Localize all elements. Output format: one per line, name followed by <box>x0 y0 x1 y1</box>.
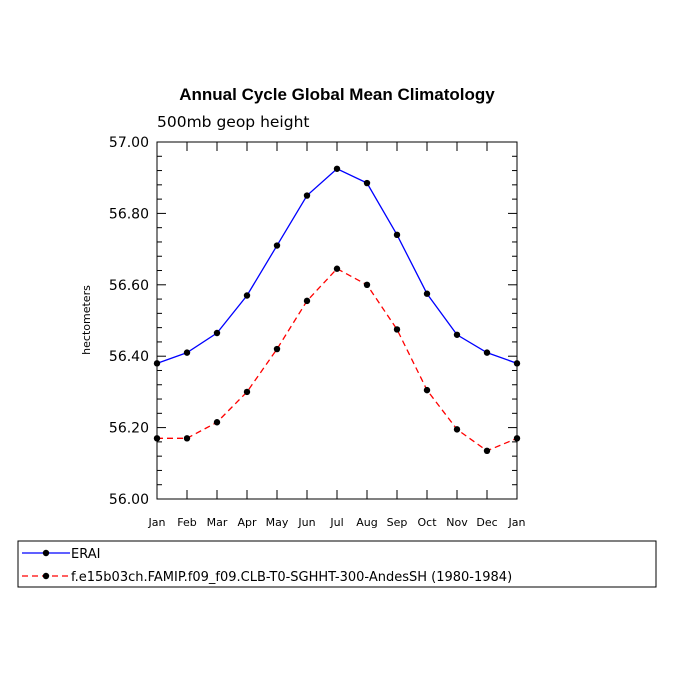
data-point <box>183 349 191 356</box>
data-point <box>183 435 191 442</box>
chart-subtitle: 500mb geop height <box>157 113 309 131</box>
y-tick-label: 56.60 <box>109 278 149 294</box>
plot-frame <box>156 141 518 500</box>
legend-label: ERAI <box>71 547 100 562</box>
data-point <box>513 435 521 442</box>
y-tick-label: 57.00 <box>109 135 149 151</box>
x-tick-label: Apr <box>237 516 257 529</box>
data-point <box>303 297 311 305</box>
data-point <box>243 292 251 299</box>
x-tick-label: Aug <box>356 516 377 529</box>
data-point <box>363 179 371 187</box>
x-tick-label: Jan <box>508 516 526 529</box>
legend: ERAI f.e15b03ch.FAMIP.f09_f09.CLB-T0-SGHH… <box>22 547 512 585</box>
data-point <box>333 265 341 272</box>
x-tick-label: Jun <box>297 516 315 529</box>
data-point <box>153 360 161 367</box>
x-tick-labels: Jan Feb Mar Apr May Jun Jul Aug Sep Oct Nov Dec Jan <box>148 516 526 529</box>
data-point <box>273 345 281 353</box>
chart-title: Annual Cycle Global Mean Climatology <box>179 85 495 104</box>
axis-ticks <box>156 141 518 500</box>
data-point <box>363 281 371 288</box>
data-point <box>213 419 221 426</box>
y-tick-label: 56.00 <box>109 492 149 508</box>
y-tick-label: 56.80 <box>109 206 149 222</box>
series-layer <box>153 165 521 455</box>
x-tick-label: Jul <box>329 516 343 529</box>
legend-marker <box>42 549 50 557</box>
series-line <box>157 267 518 452</box>
data-point <box>483 447 491 455</box>
x-tick-label: May <box>266 516 289 529</box>
data-point <box>393 326 401 333</box>
legend-marker <box>42 572 50 580</box>
data-point <box>243 388 251 396</box>
x-tick-label: Mar <box>207 516 228 529</box>
legend-box <box>17 540 657 588</box>
x-tick-label: Feb <box>177 516 196 529</box>
data-point <box>213 329 221 337</box>
y-axis-label: hectometers <box>80 285 93 355</box>
data-point <box>393 231 401 239</box>
y-tick-labels: 56.00 56.20 56.40 56.60 56.80 57.00 <box>109 135 149 508</box>
x-tick-label: Oct <box>417 516 437 529</box>
data-point <box>453 331 461 338</box>
legend-label: f.e15b03ch.FAMIP.f09_f09.CLB-T0-SGHHT-30… <box>71 570 512 585</box>
x-tick-label: Jan <box>148 516 166 529</box>
x-tick-label: Sep <box>387 516 408 529</box>
data-point <box>153 435 161 442</box>
data-point <box>423 386 431 394</box>
x-tick-label: Dec <box>476 516 497 529</box>
y-tick-label: 56.20 <box>109 421 149 437</box>
y-tick-label: 56.40 <box>109 349 149 365</box>
data-point <box>483 349 491 356</box>
x-tick-label: Nov <box>446 516 468 529</box>
data-point <box>453 426 461 433</box>
data-point <box>303 192 311 199</box>
data-point <box>333 165 341 172</box>
data-point <box>423 290 431 297</box>
data-point <box>273 242 281 249</box>
data-point <box>513 360 521 367</box>
